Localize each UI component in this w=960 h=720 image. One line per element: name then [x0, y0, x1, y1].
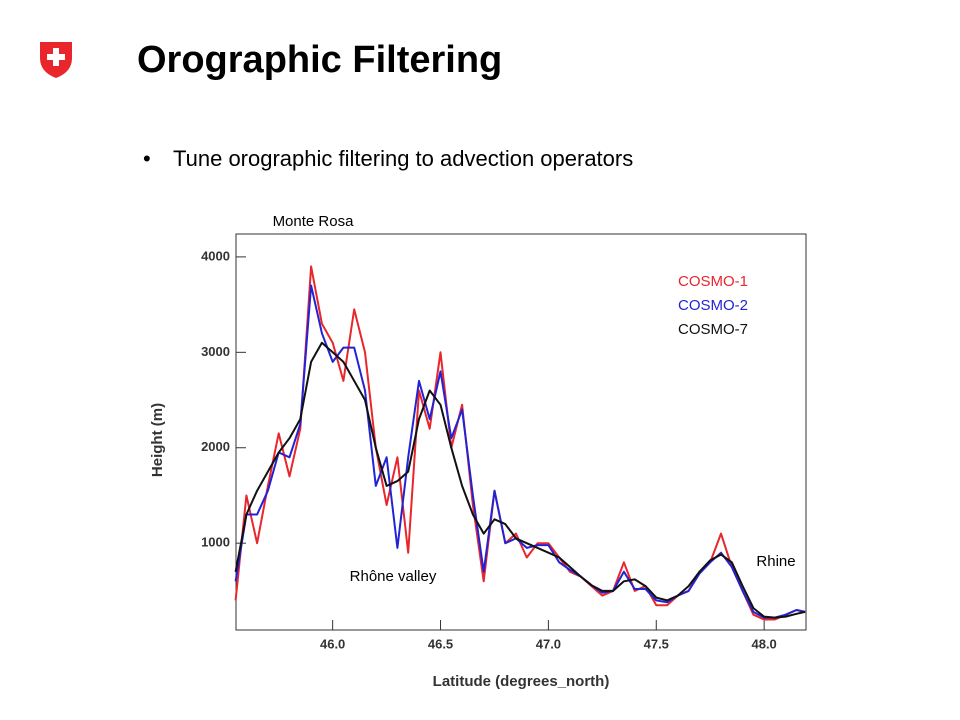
x-tick-label: 47.5	[644, 636, 669, 651]
plot-frame	[235, 233, 807, 631]
legend-entry: COSMO-1	[678, 273, 748, 290]
legend-entry: COSMO-7	[678, 321, 748, 338]
series-line	[234, 265, 806, 621]
legend-entry: COSMO-2	[678, 297, 748, 314]
y-tick-label: 1000	[201, 535, 230, 550]
bullet-dot: •	[143, 146, 151, 171]
annotation: Monte Rosa	[273, 213, 355, 230]
bullet-text: Tune orographic filtering to advection o…	[173, 146, 633, 171]
x-axis-label: Latitude (degrees_north)	[433, 673, 610, 690]
y-tick-label: 4000	[201, 248, 230, 263]
annotation: Rhône valley	[350, 568, 437, 585]
y-axis-label: Height (m)	[149, 403, 166, 477]
x-tick-label: 47.0	[536, 636, 561, 651]
x-tick-label: 46.5	[428, 636, 453, 651]
y-tick-label: 2000	[201, 439, 230, 454]
x-tick-label: 46.0	[320, 636, 345, 651]
x-tick-label: 48.0	[751, 636, 776, 651]
swiss-logo	[40, 42, 72, 78]
series-line	[234, 341, 806, 619]
y-tick-label: 3000	[201, 344, 230, 359]
slide-title: Orographic Filtering	[137, 39, 502, 81]
series-line	[234, 284, 806, 619]
annotation: Rhine	[756, 553, 795, 570]
